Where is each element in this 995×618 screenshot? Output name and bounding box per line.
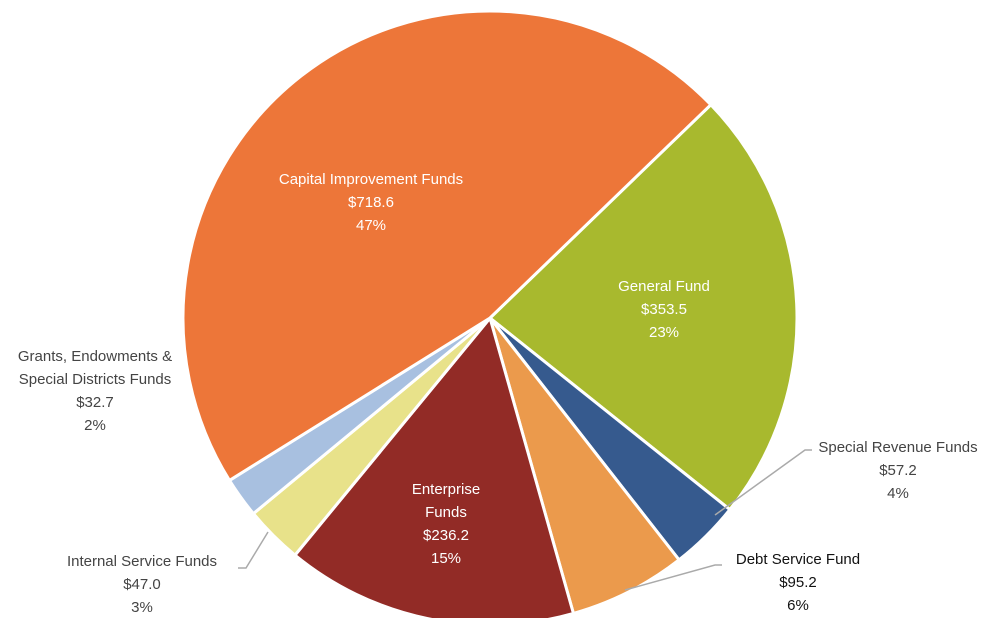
slice-label: Grants, Endowments & Special Districts F… bbox=[5, 345, 185, 437]
slice-percent: 6% bbox=[787, 597, 809, 614]
slice-label: General Fund $353.5 23% bbox=[564, 275, 764, 344]
slice-percent: 47% bbox=[355, 217, 387, 234]
slice-value: $47.0 bbox=[123, 576, 161, 593]
leader-line bbox=[714, 449, 812, 516]
slice-value: $57.2 bbox=[879, 462, 917, 479]
slice-label: Internal Service Funds $47.0 3% bbox=[42, 550, 242, 618]
slice-value: $95.2 bbox=[779, 574, 817, 591]
slice-value: $32.7 bbox=[76, 394, 114, 411]
slice-value: $718.6 bbox=[348, 194, 394, 211]
slice-percent: 15% bbox=[430, 550, 462, 567]
pie-slice bbox=[488, 317, 682, 616]
slice-percent: 23% bbox=[648, 324, 680, 341]
leader-line bbox=[624, 564, 722, 591]
slice-name: Debt Service Fund bbox=[735, 551, 861, 568]
pie-slice bbox=[487, 102, 799, 512]
slice-value: $236.2 bbox=[423, 527, 469, 544]
slice-name: Special Revenue Funds bbox=[818, 439, 978, 456]
slice-label: Special Revenue Funds $57.2 4% bbox=[788, 436, 995, 505]
slice-percent: 4% bbox=[887, 485, 909, 502]
slice-name: General Fund bbox=[618, 278, 710, 295]
slice-name: Grants, Endowments & Special Districts F… bbox=[17, 348, 173, 388]
slice-label: Debt Service Fund $95.2 6% bbox=[698, 548, 898, 617]
slice-name: Capital Improvement Funds bbox=[278, 171, 464, 188]
pie-slice bbox=[181, 9, 713, 483]
slice-percent: 3% bbox=[131, 599, 153, 616]
leader-line bbox=[238, 531, 269, 569]
slice-value: $353.5 bbox=[641, 301, 687, 318]
pie-slice bbox=[292, 314, 576, 618]
slice-percent: 2% bbox=[84, 417, 106, 434]
slice-label: Enterprise Funds $236.2 15% bbox=[396, 478, 496, 570]
slice-name: Internal Service Funds bbox=[66, 553, 218, 570]
slice-name: Enterprise Funds bbox=[411, 481, 481, 521]
slice-label: Capital Improvement Funds $718.6 47% bbox=[241, 168, 501, 237]
